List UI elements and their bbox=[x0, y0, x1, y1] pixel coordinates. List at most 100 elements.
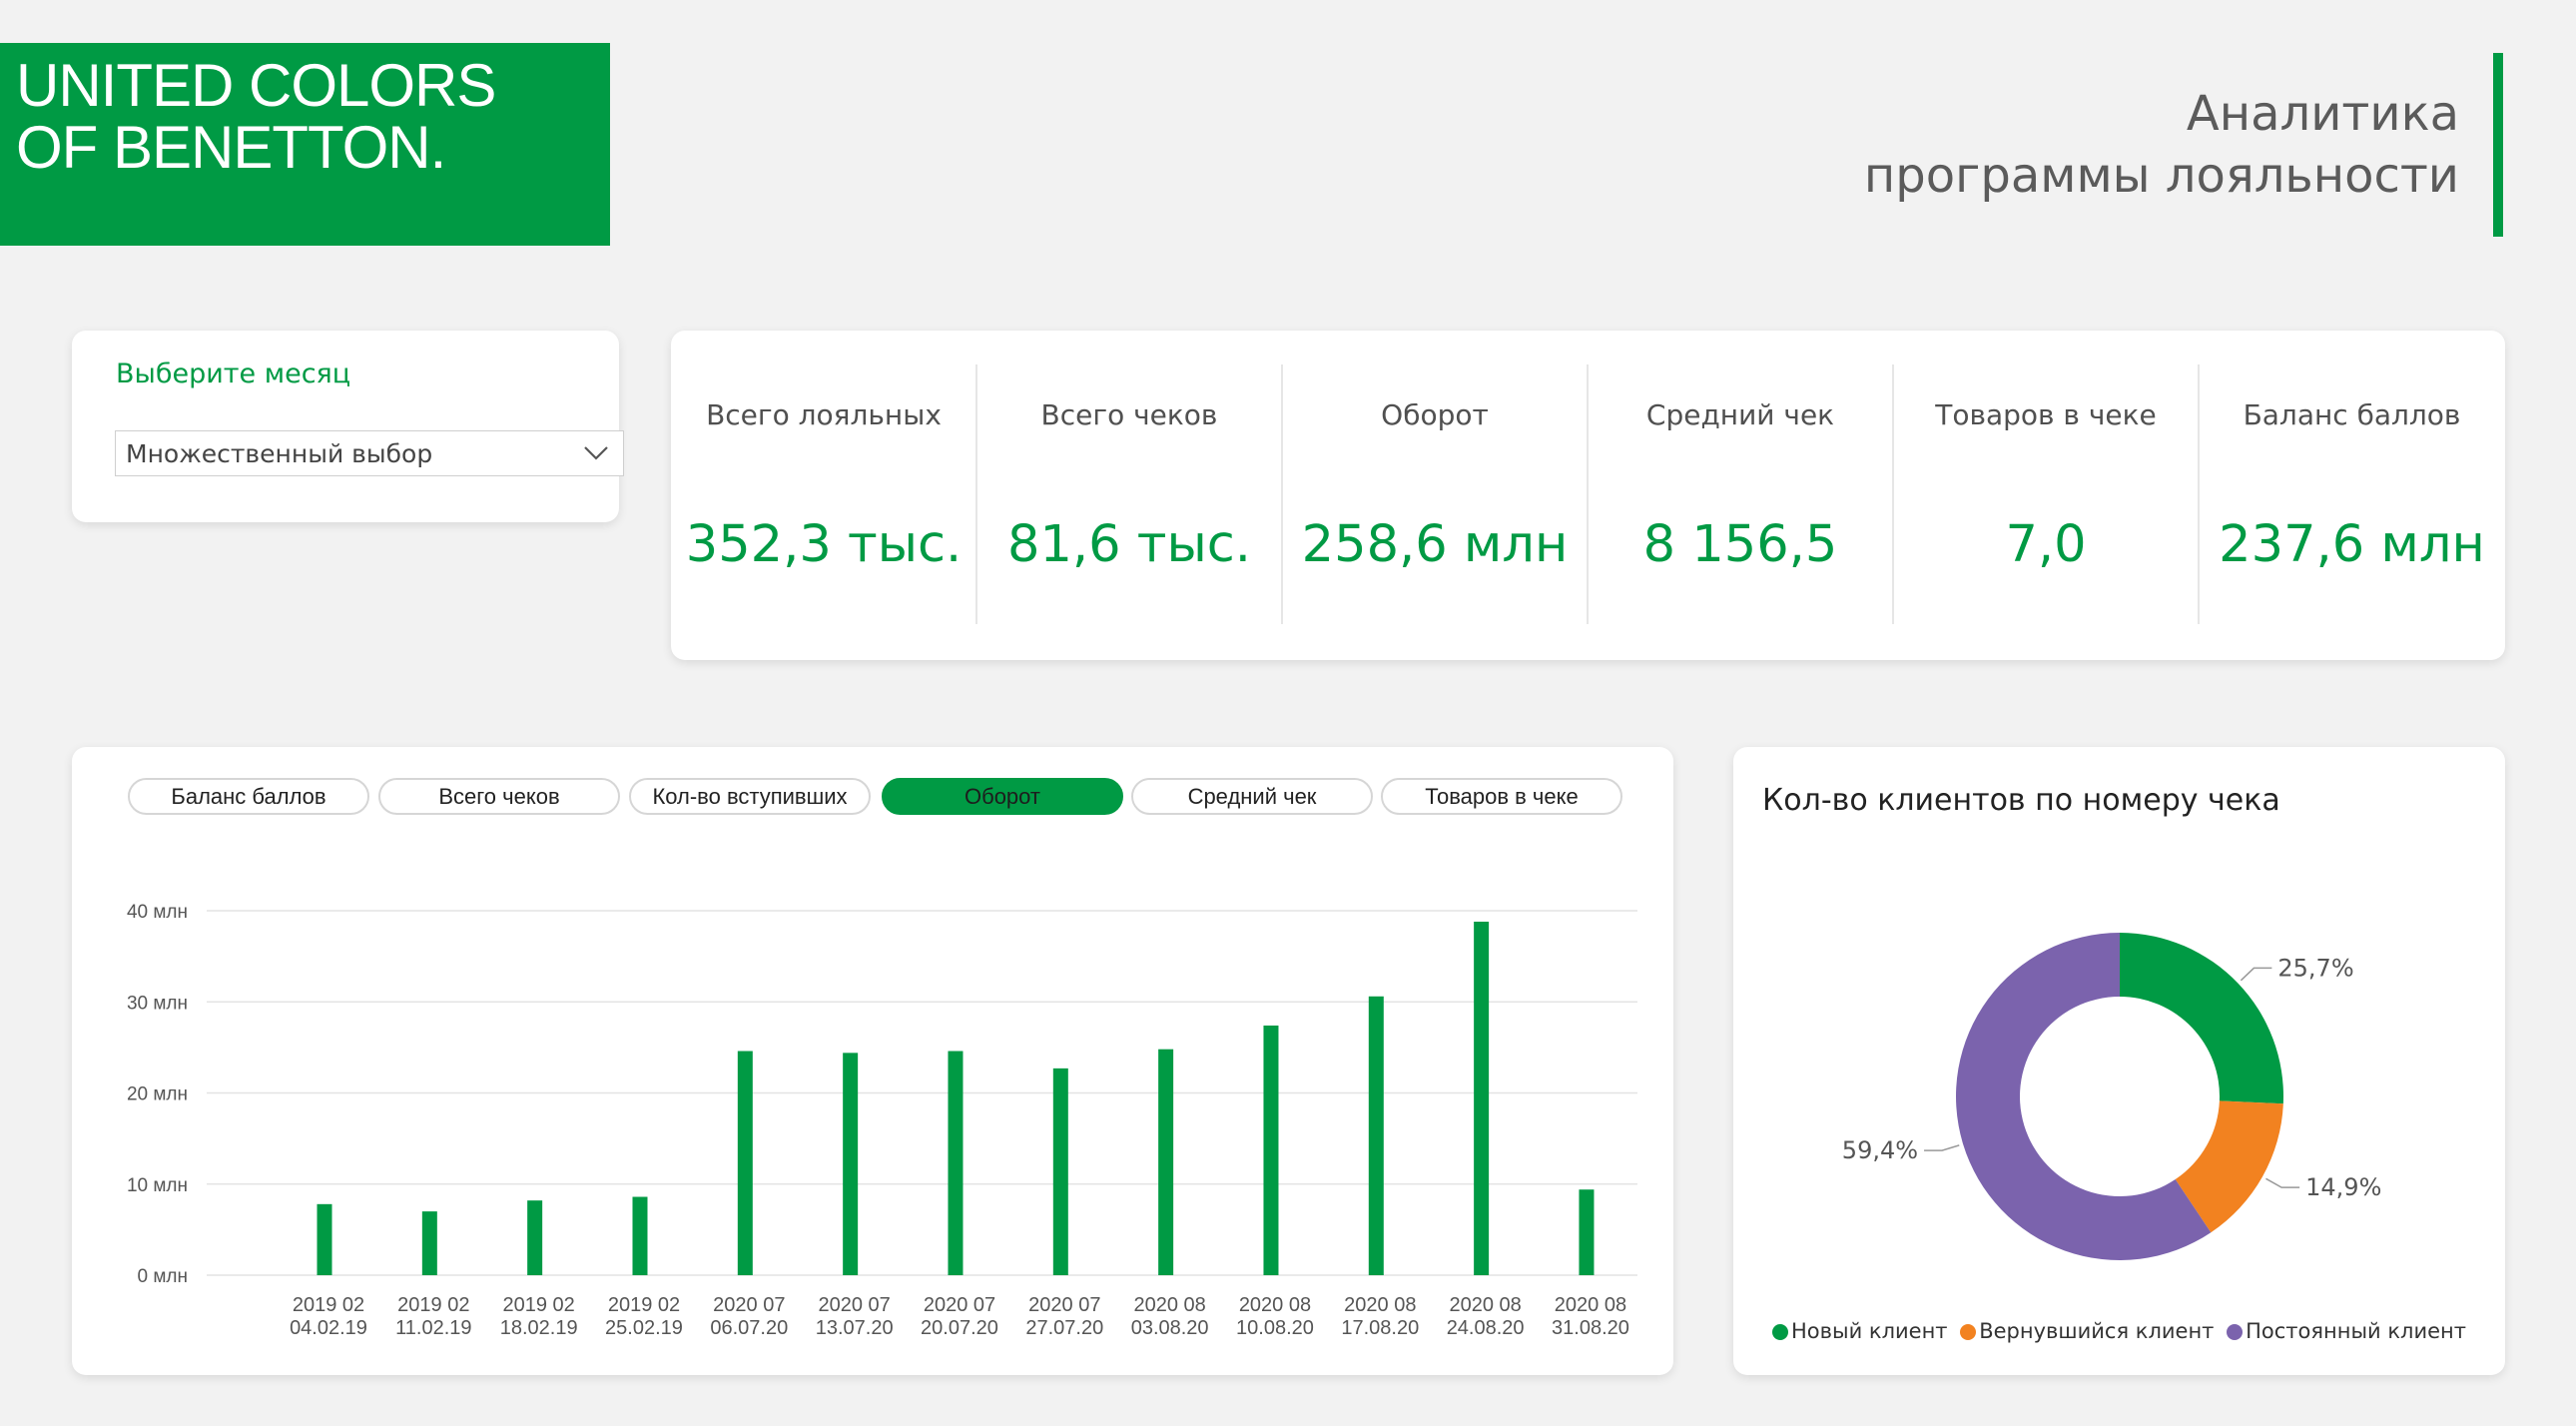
x-tick-label: 18.02.19 bbox=[500, 1317, 578, 1339]
donut-chart-card: Кол-во клиентов по номеру чека 25,7% 14,9… bbox=[1733, 747, 2505, 1375]
bar[interactable] bbox=[1263, 1025, 1279, 1275]
tab-avg-check[interactable]: Средний чек bbox=[1131, 778, 1373, 815]
tab-items-per-check[interactable]: Товаров в чеке bbox=[1381, 778, 1622, 815]
x-tick-label: 2020 08 bbox=[1449, 1294, 1521, 1316]
bar[interactable] bbox=[948, 1051, 964, 1275]
x-tick-label: 17.08.20 bbox=[1341, 1317, 1419, 1339]
y-tick-label: 40 млн bbox=[127, 902, 188, 923]
x-tick-label: 2020 08 bbox=[1344, 1294, 1416, 1316]
x-tick-label: 2020 07 bbox=[1028, 1294, 1100, 1316]
bar[interactable] bbox=[632, 1196, 648, 1275]
x-tick-label: 2020 08 bbox=[1555, 1294, 1626, 1316]
slice-regular-client[interactable] bbox=[1955, 933, 2212, 1260]
legend-label: Новый клиент bbox=[1790, 1319, 1948, 1343]
x-tick-label: 13.07.20 bbox=[816, 1317, 894, 1339]
kpi-items-per-check: Товаров в чеке 7,0 bbox=[1893, 331, 2199, 660]
x-tick-label: 2020 07 bbox=[924, 1294, 995, 1316]
kpi-total-loyal: Всего лояльных 352,3 тыс. bbox=[671, 331, 976, 660]
chevron-down-icon bbox=[584, 446, 608, 460]
x-tick-label: 2020 08 bbox=[1133, 1294, 1205, 1316]
donut-chart-title: Кол-во клиентов по номеру чека bbox=[1762, 783, 2280, 818]
x-tick-label: 27.07.20 bbox=[1025, 1317, 1103, 1339]
x-tick-label: 2020 07 bbox=[819, 1294, 891, 1316]
kpi-card: Всего лояльных 352,3 тыс. Всего чеков 81… bbox=[671, 331, 2505, 660]
kpi-value: 258,6 млн bbox=[1301, 515, 1569, 574]
x-tick-label: 31.08.20 bbox=[1552, 1317, 1629, 1339]
bar[interactable] bbox=[527, 1200, 543, 1275]
x-tick-label: 10.08.20 bbox=[1236, 1317, 1314, 1339]
kpi-total-checks: Всего чеков 81,6 тыс. bbox=[976, 331, 1282, 660]
bar[interactable] bbox=[1368, 996, 1384, 1275]
x-tick-label: 11.02.19 bbox=[395, 1317, 471, 1339]
slice-returning-client[interactable] bbox=[2175, 1100, 2283, 1233]
logo-line-1: UNITED COLORS bbox=[16, 52, 496, 119]
bar[interactable] bbox=[1474, 921, 1490, 1275]
month-select-value: Множественный выбор bbox=[126, 439, 433, 468]
tab-turnover[interactable]: Оборот bbox=[882, 778, 1123, 815]
kpi-value: 81,6 тыс. bbox=[1007, 515, 1251, 574]
bar[interactable] bbox=[843, 1053, 859, 1275]
legend-dot bbox=[1960, 1324, 1977, 1340]
legend-item-new: Новый клиент bbox=[1771, 1319, 1948, 1343]
tab-joined-count[interactable]: Кол-во вступивших bbox=[629, 778, 871, 815]
customers-donut-chart: 25,7% 14,9% 59,4% bbox=[1842, 933, 2381, 1260]
y-tick-label: 0 млн bbox=[138, 1266, 189, 1287]
kpi-label: Средний чек bbox=[1645, 398, 1835, 431]
tab-points-balance[interactable]: Баланс баллов bbox=[128, 778, 369, 815]
x-tick-label: 2019 02 bbox=[608, 1294, 680, 1316]
x-tick-label: 25.02.19 bbox=[605, 1317, 683, 1339]
legend-label: Постоянный клиент bbox=[2246, 1319, 2467, 1343]
kpi-divider bbox=[1281, 364, 1283, 624]
kpi-value: 7,0 bbox=[2005, 515, 2087, 574]
header-accent-bar bbox=[2493, 53, 2503, 237]
x-tick-label: 04.02.19 bbox=[290, 1317, 367, 1339]
y-tick-label: 30 млн bbox=[127, 993, 188, 1014]
kpi-value: 237,6 млн bbox=[2219, 515, 2485, 574]
legend-dot bbox=[1771, 1324, 1788, 1340]
donut-legend: Новый клиент Вернувшийся клиент Постоянн… bbox=[1733, 1319, 2505, 1343]
kpi-value: 352,3 тыс. bbox=[685, 515, 963, 574]
kpi-turnover: Оборот 258,6 млн bbox=[1282, 331, 1588, 660]
kpi-label: Всего чеков bbox=[1040, 398, 1218, 431]
tab-total-checks[interactable]: Всего чеков bbox=[378, 778, 620, 815]
x-tick-label: 2020 07 bbox=[713, 1294, 785, 1316]
legend-item-returning: Вернувшийся клиент bbox=[1960, 1319, 2214, 1343]
month-select[interactable]: Множественный выбор bbox=[115, 430, 624, 476]
logo-text: UNITED COLORS OF BENETTON. bbox=[16, 52, 496, 181]
legend-label: Вернувшийся клиент bbox=[1979, 1319, 2215, 1343]
bar[interactable] bbox=[1052, 1068, 1068, 1275]
legend-item-regular: Постоянный клиент bbox=[2227, 1319, 2466, 1343]
x-tick-label: 2019 02 bbox=[293, 1294, 364, 1316]
page-title: Аналитика программы лояльности bbox=[1864, 83, 2459, 207]
kpi-divider bbox=[1892, 364, 1894, 624]
leader-line bbox=[2240, 967, 2272, 982]
x-tick-label: 2019 02 bbox=[503, 1294, 575, 1316]
x-tick-label: 24.08.20 bbox=[1447, 1317, 1525, 1339]
bar[interactable] bbox=[1158, 1049, 1174, 1275]
kpi-label: Оборот bbox=[1381, 398, 1489, 431]
kpi-divider bbox=[2198, 364, 2200, 624]
slice-new-client[interactable] bbox=[2120, 933, 2283, 1104]
x-tick-label: 2020 08 bbox=[1239, 1294, 1311, 1316]
bar[interactable] bbox=[317, 1203, 332, 1275]
x-tick-label: 2019 02 bbox=[397, 1294, 469, 1316]
kpi-label: Всего лояльных bbox=[706, 398, 942, 431]
legend-dot bbox=[2227, 1324, 2244, 1340]
kpi-avg-check: Средний чек 8 156,5 bbox=[1588, 331, 1893, 660]
bar[interactable] bbox=[1579, 1189, 1595, 1275]
logo-line-2: OF BENETTON. bbox=[16, 114, 446, 181]
page-title-line-1: Аналитика bbox=[2186, 86, 2459, 142]
page-title-line-2: программы лояльности bbox=[1863, 148, 2459, 204]
bar[interactable] bbox=[421, 1211, 437, 1275]
leader-line bbox=[1924, 1144, 1960, 1151]
x-tick-label: 06.07.20 bbox=[710, 1317, 788, 1339]
month-filter-card: Выберите месяц Множественный выбор bbox=[72, 331, 624, 522]
x-tick-label: 20.07.20 bbox=[921, 1317, 998, 1339]
month-filter-label: Выберите месяц bbox=[116, 358, 351, 389]
brand-logo: UNITED COLORS OF BENETTON. bbox=[0, 43, 610, 246]
bar[interactable] bbox=[737, 1051, 753, 1275]
kpi-points-balance: Баланс баллов 237,6 млн bbox=[2199, 331, 2505, 660]
kpi-divider bbox=[1587, 364, 1589, 624]
bar-chart-card: Баланс баллов Всего чеков Кол-во вступив… bbox=[72, 747, 1673, 1375]
